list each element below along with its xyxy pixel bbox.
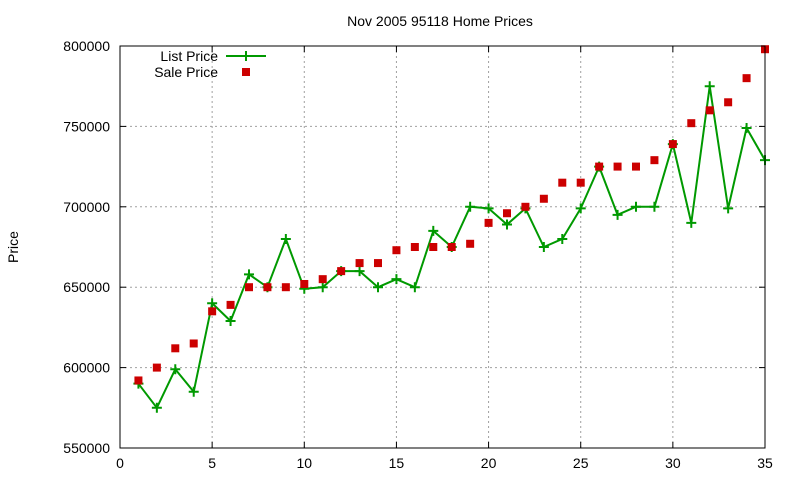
y-tick-label: 800000 xyxy=(63,38,110,54)
list-price-point xyxy=(225,315,236,326)
sale-price-point xyxy=(337,267,346,276)
y-tick-label: 650000 xyxy=(63,279,110,295)
sale-price-point xyxy=(134,376,143,385)
list-price-point xyxy=(575,203,586,214)
sale-price-point xyxy=(613,162,622,171)
sale-price-point xyxy=(484,218,493,227)
list-price-point xyxy=(244,269,254,280)
x-tick-label: 20 xyxy=(481,455,497,471)
sale-price-point xyxy=(447,243,456,251)
list-price-point xyxy=(502,219,512,230)
sale-price-point xyxy=(632,162,640,171)
sale-price-point xyxy=(281,283,290,292)
sale-price-point xyxy=(668,140,677,149)
list-price-point xyxy=(207,298,218,309)
list-price-point xyxy=(557,233,568,244)
plot-frame xyxy=(119,45,766,449)
list-price-point xyxy=(317,282,328,293)
list-price-point xyxy=(354,266,365,277)
list-price-point xyxy=(391,274,402,285)
list-price-point xyxy=(686,217,697,228)
list-price-point xyxy=(631,201,641,212)
grid-lines xyxy=(119,45,766,449)
x-tick-label: 35 xyxy=(757,455,773,471)
sale-price-point xyxy=(558,178,567,187)
sale-price-point xyxy=(503,209,511,218)
sale-price-point xyxy=(355,259,364,268)
sale-price-point xyxy=(208,307,217,316)
sale-price-point xyxy=(650,156,659,165)
sale-price-point xyxy=(539,194,548,203)
list-price-point xyxy=(280,233,291,244)
sale-price-point xyxy=(466,239,475,248)
legend-swatch-marker xyxy=(241,51,251,61)
sale-price-point xyxy=(300,279,309,288)
sale-price-point xyxy=(318,275,327,284)
legend-swatch-marker xyxy=(242,68,250,76)
sale-price-point xyxy=(429,243,438,251)
sale-price-point xyxy=(245,283,253,292)
list-price-point xyxy=(741,123,752,134)
sale-price-point xyxy=(742,74,751,83)
list-price-point xyxy=(409,282,420,293)
sale-price-point xyxy=(410,243,419,251)
x-tick-label: 30 xyxy=(665,455,681,471)
list-price-point xyxy=(465,201,476,212)
sale-price-point xyxy=(374,259,382,268)
chart-title: Nov 2005 95118 Home Prices xyxy=(347,13,533,29)
sale-price-point xyxy=(724,98,733,107)
series-marks xyxy=(133,45,770,413)
tick-labels: 0 5 10 15 20 25 30 35 550000 600000 650000 700000 75… xyxy=(63,38,773,471)
list-price-point xyxy=(612,209,623,220)
list-price-point xyxy=(723,203,734,214)
list-price-point xyxy=(373,282,383,293)
sale-price-point xyxy=(263,283,272,292)
y-tick-label: 750000 xyxy=(63,118,110,134)
sale-price-point xyxy=(226,300,235,309)
y-tick-label: 550000 xyxy=(63,440,110,456)
list-price-point xyxy=(483,203,494,214)
list-price-point xyxy=(151,402,162,413)
list-price-point xyxy=(649,201,660,212)
sale-price-point xyxy=(705,106,714,115)
x-tick-label: 5 xyxy=(208,455,216,471)
sale-price-point xyxy=(687,119,696,128)
sale-price-point xyxy=(595,162,604,171)
list-price-point xyxy=(170,364,181,375)
sale-price-point xyxy=(392,246,401,255)
y-axis-label: Price xyxy=(5,231,21,263)
sale-price-point xyxy=(171,344,180,353)
x-tick-label: 10 xyxy=(296,455,312,471)
sale-price-point xyxy=(521,202,530,211)
sale-price-point xyxy=(189,339,198,348)
x-tick-label: 15 xyxy=(389,455,405,471)
sale-price-point xyxy=(576,178,585,187)
y-tick-label: 600000 xyxy=(63,360,110,376)
y-tick-label: 700000 xyxy=(63,199,110,215)
list-price-point xyxy=(704,81,715,92)
legend-label: List Price xyxy=(160,48,218,64)
x-tick-label: 25 xyxy=(573,455,589,471)
x-tick-label: 0 xyxy=(116,455,124,471)
list-price-point xyxy=(188,386,199,397)
list-price-point xyxy=(538,242,549,252)
sale-price-point xyxy=(152,363,161,372)
legend-label: Sale Price xyxy=(154,64,218,80)
list-price-point xyxy=(428,225,439,236)
